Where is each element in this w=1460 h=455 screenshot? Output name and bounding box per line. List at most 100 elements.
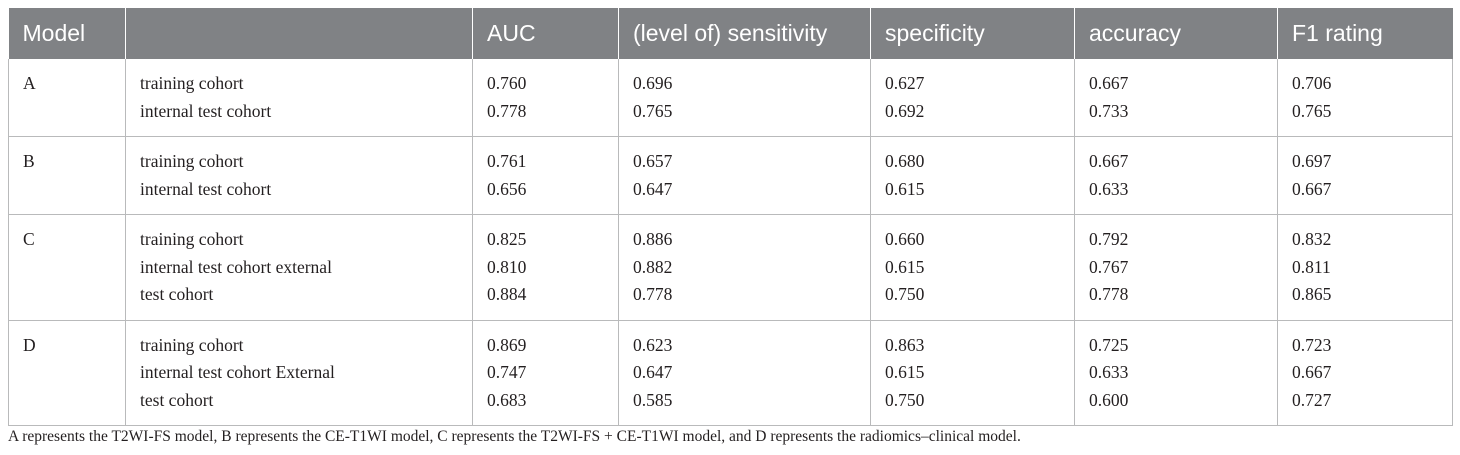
model-name: A: [23, 73, 36, 93]
accuracy-cell: 0.667 0.633: [1074, 136, 1278, 215]
auc-value: 0.760: [487, 73, 527, 93]
f1-value: 0.667: [1292, 362, 1332, 382]
header-auc: AUC: [472, 8, 619, 59]
accuracy-value: 0.767: [1089, 256, 1129, 277]
sensitivity-value: 0.657: [633, 151, 673, 171]
sensitivity-cell: 0.657 0.647: [618, 136, 871, 215]
auc-value: 0.869: [487, 334, 527, 355]
cohort-name: internal test cohort external: [140, 256, 332, 277]
auc-value: 0.683: [487, 389, 527, 410]
accuracy-value: 0.792: [1089, 229, 1129, 249]
cohort-name: internal test cohort: [140, 100, 272, 121]
accuracy-value: 0.633: [1089, 178, 1129, 199]
specificity-cell: 0.863 0.615 0.750: [870, 320, 1075, 426]
accuracy-value: 0.633: [1089, 362, 1129, 382]
table-row: A training cohort internal test cohort 0…: [8, 59, 1453, 137]
specificity-value: 0.863: [885, 334, 925, 355]
model-label: A: [8, 59, 126, 137]
auc-value: 0.656: [487, 178, 527, 199]
auc-value: 0.778: [487, 100, 527, 121]
cohort-cell: training cohort internal test cohort ext…: [125, 214, 473, 321]
sensitivity-value: 0.623: [633, 334, 673, 355]
header-accuracy: accuracy: [1074, 8, 1278, 59]
model-label: D: [8, 320, 126, 426]
cohort-name: test cohort: [140, 284, 214, 304]
specificity-cell: 0.627 0.692: [870, 59, 1075, 137]
results-table-container: Model AUC (level of) sensitivity specifi…: [8, 8, 1453, 426]
sensitivity-value: 0.778: [633, 284, 673, 304]
cohort-cell: training cohort internal test cohort: [125, 136, 473, 215]
sensitivity-value: 0.765: [633, 100, 673, 121]
accuracy-value: 0.600: [1089, 389, 1129, 410]
table-row: D training cohort internal test cohort E…: [8, 320, 1453, 426]
auc-cell: 0.761 0.656: [472, 136, 619, 215]
f1-cell: 0.697 0.667: [1277, 136, 1453, 215]
accuracy-cell: 0.667 0.733: [1074, 59, 1278, 137]
table-row: C training cohort internal test cohort e…: [8, 214, 1453, 321]
auc-cell: 0.825 0.810 0.884: [472, 214, 619, 321]
cohort-name: training cohort: [140, 229, 244, 249]
f1-cell: 0.706 0.765: [1277, 59, 1453, 137]
auc-cell: 0.869 0.747 0.683: [472, 320, 619, 426]
cohort-name: internal test cohort: [140, 178, 272, 199]
sensitivity-value: 0.585: [633, 389, 673, 410]
f1-cell: 0.723 0.667 0.727: [1277, 320, 1453, 426]
f1-value: 0.727: [1292, 389, 1332, 410]
cohort-cell: training cohort internal test cohort Ext…: [125, 320, 473, 426]
header-model: Model: [8, 8, 126, 59]
accuracy-cell: 0.725 0.633 0.600: [1074, 320, 1278, 426]
auc-cell: 0.760 0.778: [472, 59, 619, 137]
table-footnote: A represents the T2WI-FS model, B repres…: [8, 428, 1021, 445]
cohort-name: training cohort: [140, 334, 244, 355]
f1-value: 0.697: [1292, 151, 1332, 171]
model-name: C: [23, 229, 35, 249]
table-header-row: Model AUC (level of) sensitivity specifi…: [8, 8, 1453, 59]
auc-value: 0.761: [487, 151, 527, 171]
table-row: B training cohort internal test cohort 0…: [8, 136, 1453, 215]
sensitivity-value: 0.647: [633, 178, 673, 199]
auc-value: 0.884: [487, 284, 527, 304]
model-performance-table: Model AUC (level of) sensitivity specifi…: [8, 8, 1453, 426]
sensitivity-value: 0.886: [633, 229, 673, 249]
f1-value: 0.765: [1292, 100, 1332, 121]
auc-value: 0.825: [487, 229, 527, 249]
specificity-value: 0.660: [885, 229, 925, 249]
cohort-name: training cohort: [140, 73, 244, 93]
cohort-name: internal test cohort External: [140, 362, 335, 382]
accuracy-cell: 0.792 0.767 0.778: [1074, 214, 1278, 321]
specificity-value: 0.692: [885, 100, 925, 121]
cohort-name: training cohort: [140, 151, 244, 171]
accuracy-value: 0.733: [1089, 100, 1129, 121]
specificity-value: 0.750: [885, 389, 925, 410]
cohort-name: test cohort: [140, 389, 214, 410]
specificity-cell: 0.660 0.615 0.750: [870, 214, 1075, 321]
model-label: C: [8, 214, 126, 321]
auc-value: 0.810: [487, 256, 527, 277]
model-name: B: [23, 151, 35, 171]
f1-value: 0.723: [1292, 334, 1332, 355]
header-cohort: [125, 8, 473, 59]
specificity-value: 0.615: [885, 256, 925, 277]
f1-value: 0.667: [1292, 178, 1332, 199]
specificity-value: 0.680: [885, 151, 925, 171]
sensitivity-value: 0.696: [633, 73, 673, 93]
sensitivity-value: 0.882: [633, 256, 673, 277]
header-specificity: specificity: [870, 8, 1075, 59]
header-sensitivity: (level of) sensitivity: [618, 8, 871, 59]
cohort-cell: training cohort internal test cohort: [125, 59, 473, 137]
sensitivity-cell: 0.886 0.882 0.778: [618, 214, 871, 321]
auc-value: 0.747: [487, 362, 527, 382]
specificity-value: 0.615: [885, 362, 925, 382]
sensitivity-cell: 0.623 0.647 0.585: [618, 320, 871, 426]
f1-value: 0.832: [1292, 229, 1332, 249]
header-f1-rating: F1 rating: [1277, 8, 1453, 59]
f1-value: 0.811: [1292, 256, 1331, 277]
accuracy-value: 0.778: [1089, 284, 1129, 304]
sensitivity-cell: 0.696 0.765: [618, 59, 871, 137]
accuracy-value: 0.667: [1089, 73, 1129, 93]
specificity-value: 0.627: [885, 73, 925, 93]
specificity-value: 0.615: [885, 178, 925, 199]
f1-cell: 0.832 0.811 0.865: [1277, 214, 1453, 321]
specificity-cell: 0.680 0.615: [870, 136, 1075, 215]
f1-value: 0.706: [1292, 73, 1332, 93]
